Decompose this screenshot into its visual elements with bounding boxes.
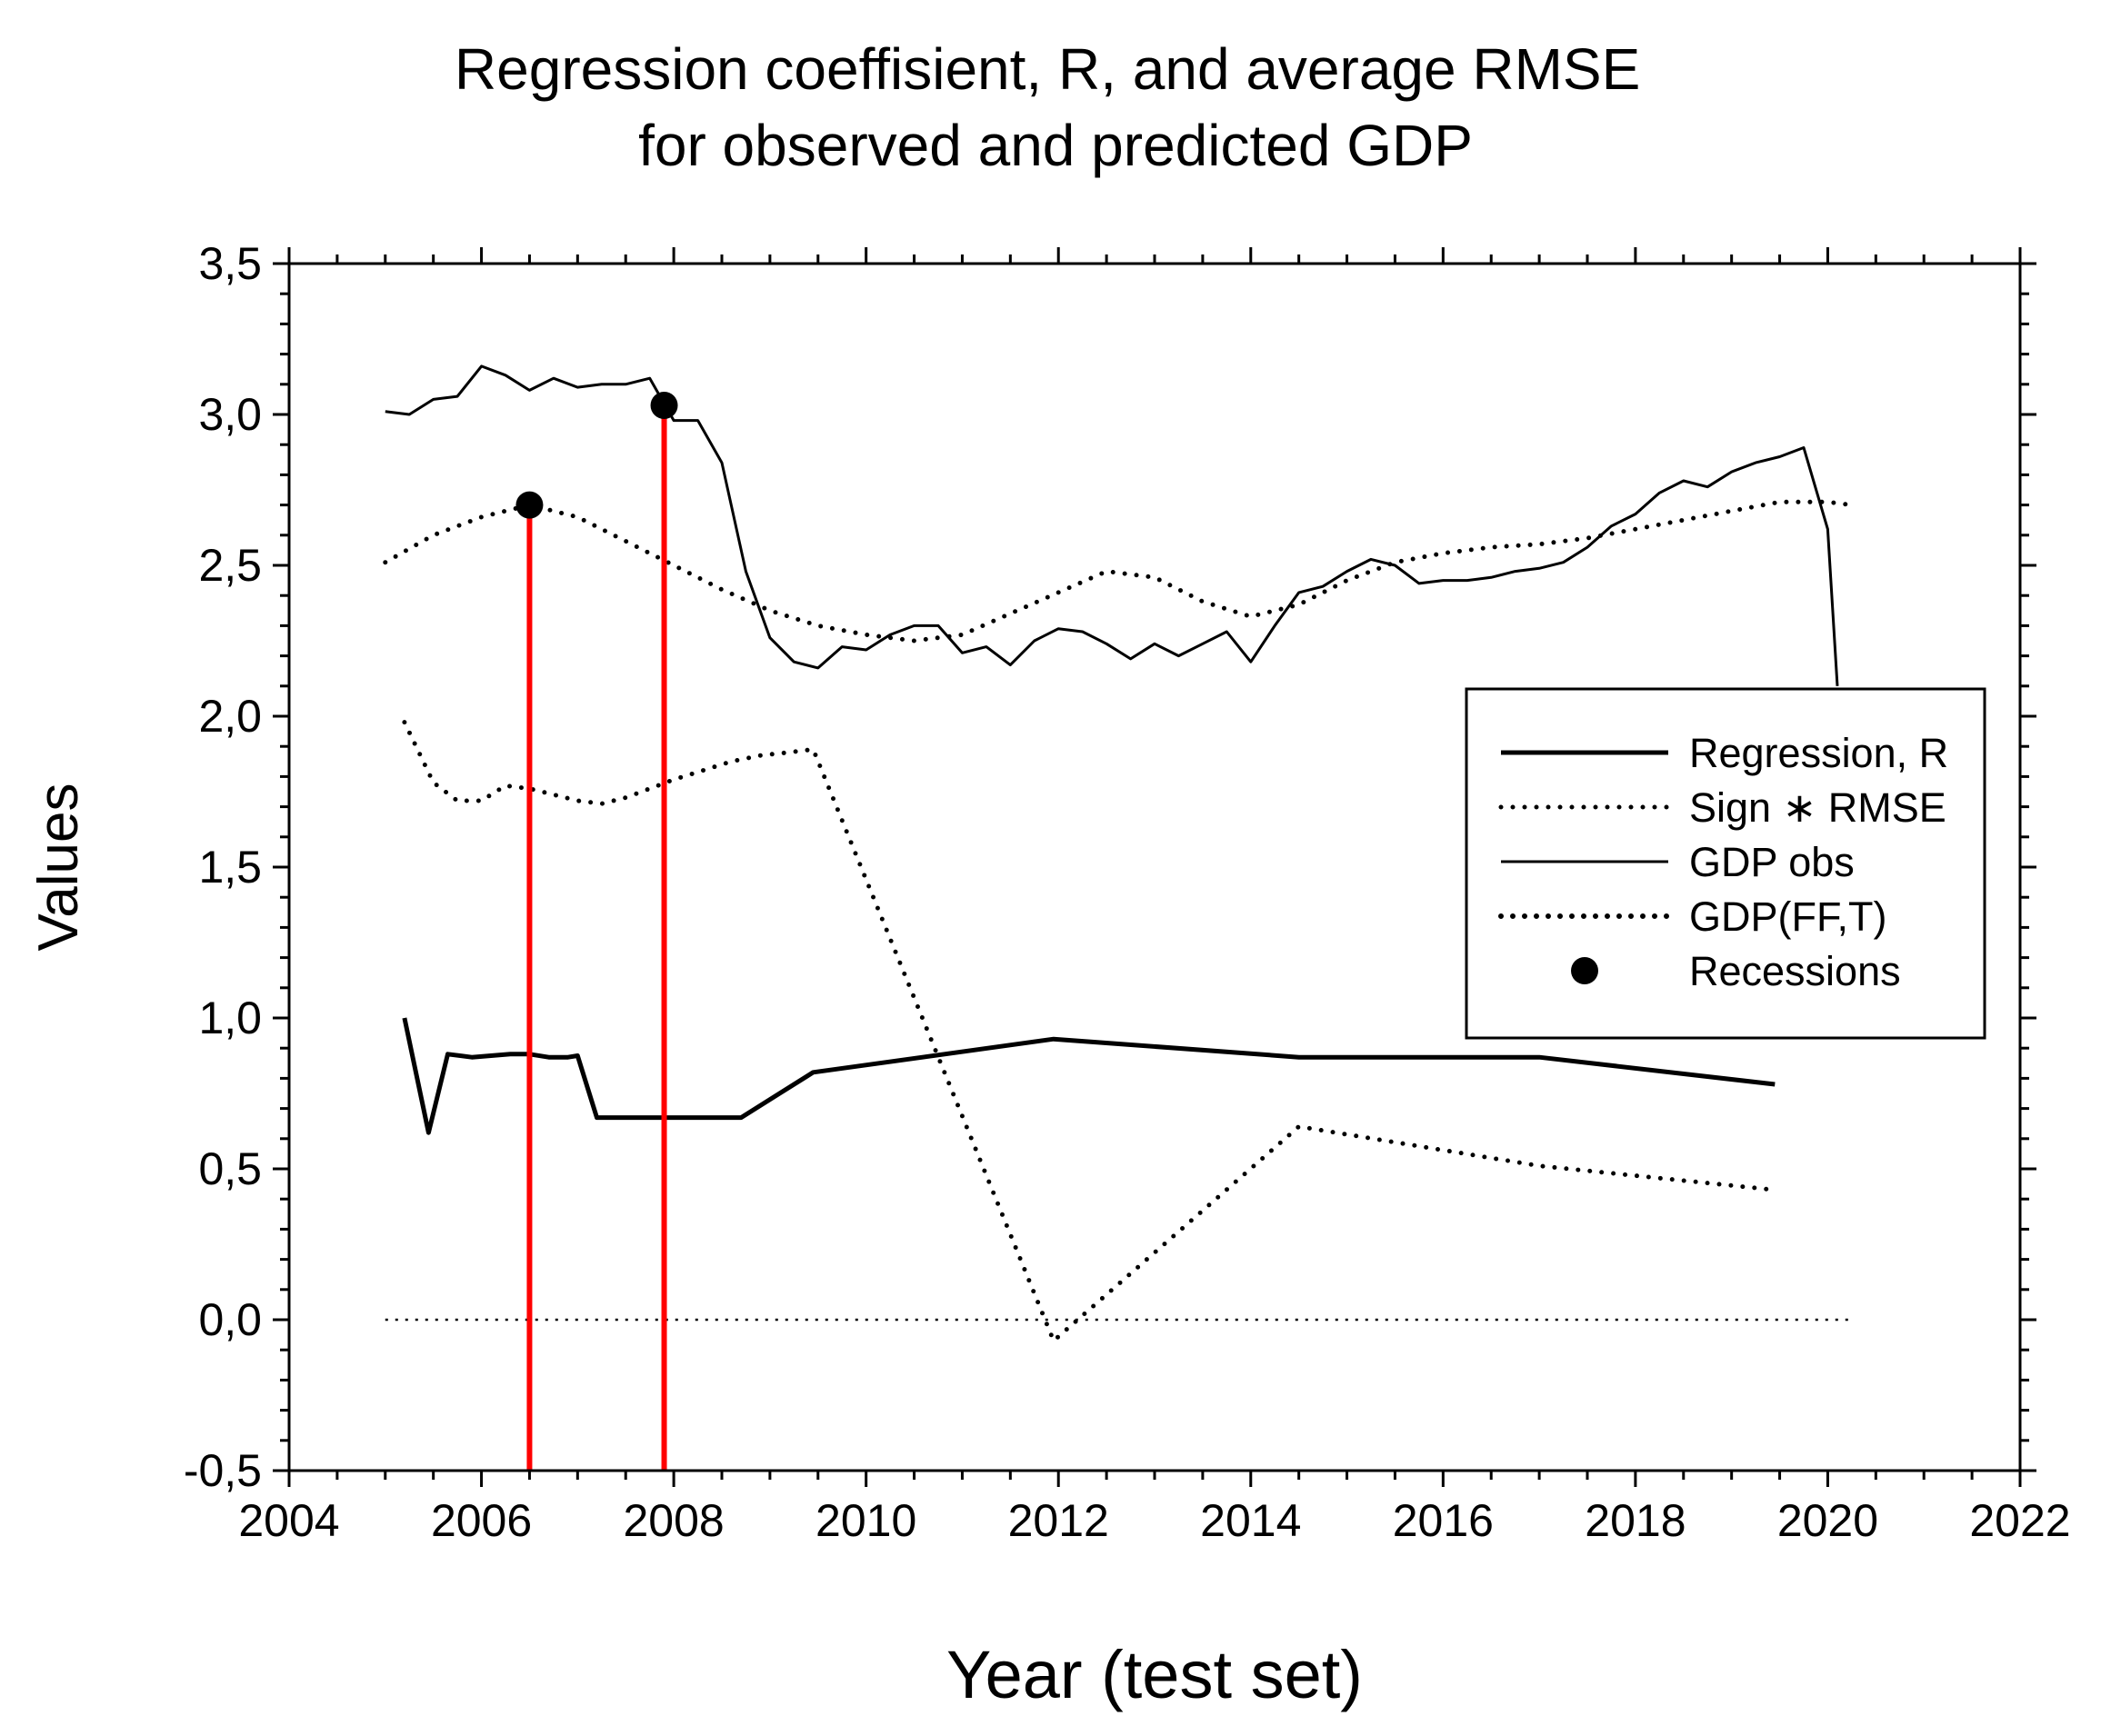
legend-label-recessions: Recessions: [1689, 948, 1901, 994]
series-line-gdp-ff-t: [383, 499, 1855, 644]
recession-marker-1: [515, 491, 544, 519]
x-tick-label: 2018: [1585, 1495, 1686, 1546]
x-tick-label: 2006: [431, 1495, 532, 1546]
legend-label-sign-rmse: Sign ∗ RMSE: [1689, 784, 1946, 831]
y-tick-label: 0,5: [198, 1143, 262, 1194]
x-tick-label: 2010: [815, 1495, 916, 1546]
x-tick-label: 2014: [1200, 1495, 1301, 1546]
recession-marker-2: [650, 392, 678, 420]
legend-label-gdp-ff-t: GDP(FF,T): [1689, 893, 1886, 940]
y-tick-label: -0,5: [184, 1445, 262, 1496]
x-tick-label: 2022: [1969, 1495, 2070, 1546]
y-tick-label: 1,0: [198, 993, 262, 1043]
y-tick-label: 3,5: [198, 238, 262, 289]
x-tick-label: 2016: [1393, 1495, 1494, 1546]
x-tick-label: 2012: [1008, 1495, 1109, 1546]
chart-title-line-2: for observed and predicted GDP: [638, 113, 1473, 178]
x-tick-label: 2020: [1777, 1495, 1878, 1546]
legend: Regression, R Sign ∗ RMSE GDP obs GDP(FF,T)…: [1465, 687, 1986, 1040]
y-axis-title: Values: [27, 783, 90, 952]
x-axis-title: Year (test set): [946, 1637, 1363, 1712]
plot-area: 2004 2006 2008 2010 2012 2014 2016 2018 2020 2022…: [184, 238, 2071, 1546]
y-tick-label: 2,5: [198, 540, 262, 591]
series-line-sign-rmse: [402, 720, 1777, 1343]
y-tick-label: 1,5: [198, 842, 262, 893]
y-tick-label: 3,0: [198, 389, 262, 440]
x-tick-label: 2004: [238, 1495, 339, 1546]
chart-title: Regression coeffisient, R, and average R…: [455, 36, 1656, 178]
legend-label-gdp-obs: GDP obs: [1689, 839, 1855, 885]
x-tick-label: 2008: [623, 1495, 724, 1546]
y-tick-label: 2,0: [198, 691, 262, 742]
series-line-gdp-obs: [385, 364, 1839, 686]
series-line-regression-r: [402, 1017, 1776, 1135]
chart-title-line-1: Regression coeffisient, R, and average R…: [455, 36, 1640, 102]
legend-box: [1465, 687, 1986, 1040]
y-tick-label: 0,0: [198, 1294, 262, 1345]
legend-symbol-recessions: [1571, 957, 1598, 984]
legend-label-regression-r: Regression, R: [1689, 730, 1948, 776]
